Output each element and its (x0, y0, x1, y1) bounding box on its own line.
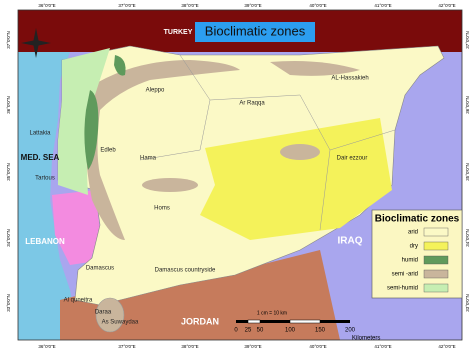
city-label: Homs (154, 206, 170, 212)
city-label: Lattakia (29, 131, 51, 137)
lat-label: 37°0'0"N (6, 31, 11, 49)
city-label: Damascus (86, 266, 114, 272)
lon-label: 40°0'0"E (309, 3, 326, 8)
scale-bar: 1 cm = 10 km Kilometers (236, 310, 380, 342)
semi-humid-zone (58, 48, 110, 195)
city-label: Edleb (100, 148, 116, 154)
lon-label: 38°0'0"E (181, 344, 198, 349)
semi-arid-patch (142, 178, 198, 192)
lon-label: 37°0'0"E (118, 3, 135, 8)
lat-label: 36°0'0"N (465, 96, 470, 114)
humid-zone (114, 55, 126, 76)
legend-title: Bioclimatic zones (375, 214, 460, 225)
lat-label: 36°0'0"N (6, 96, 11, 114)
scale-tick: 100 (285, 328, 296, 334)
legend-label: dry (410, 244, 418, 250)
scale-note: 1 cm = 10 km (257, 310, 287, 316)
lat-label: 35°0'0"N (6, 163, 11, 181)
map-body (17, 9, 463, 341)
scale-tick: 150 (315, 328, 326, 334)
lon-label: 36°0'0"E (38, 344, 55, 349)
lon-label: 41°0'0"E (374, 344, 391, 349)
lon-label: 41°0'0"E (374, 3, 391, 8)
legend-box (371, 209, 463, 299)
legend-label: semi-humid (387, 286, 418, 292)
lon-label: 40°0'0"E (309, 344, 326, 349)
country-label: TURKEY (164, 29, 193, 36)
sea-area (18, 52, 80, 340)
scale-segment (247, 319, 261, 324)
lat-label: 33°0'0"N (6, 294, 11, 312)
scale-segment (320, 320, 350, 323)
scale-tick: 25 (245, 328, 252, 334)
city-label: As Suwaydaa (102, 320, 139, 326)
compass-needle (21, 40, 51, 46)
scale-unit: Kilometers (352, 336, 380, 342)
city-label: Al quneitra (64, 298, 93, 304)
lat-label: 34°0'0"N (6, 229, 11, 247)
city-label: AL-Hassakieh (331, 76, 368, 82)
lon-label: 36°0'0"E (38, 3, 55, 8)
country-label: JORDAN (181, 316, 219, 326)
city-label: Daraa (95, 310, 112, 316)
lat-label: 34°0'0"N (465, 229, 470, 247)
admin-boundary (139, 54, 396, 231)
semi-arid-patch (270, 61, 360, 76)
legend-label: arid (408, 230, 418, 236)
scale-tick: 200 (345, 328, 356, 334)
scale-tick: 0 (234, 328, 238, 334)
frame (17, 9, 463, 341)
compass (21, 28, 51, 58)
humid-zone (84, 90, 99, 170)
lon-label: 37°0'0"E (118, 344, 135, 349)
lat-label: 33°0'0"N (465, 294, 470, 312)
map-title: Bioclimatic zones (205, 23, 306, 38)
lat-label: 35°0'0"N (465, 163, 470, 181)
legend: Bioclimatic zones arid dry humid semi -arid… (371, 209, 463, 299)
city-label: Hama (140, 156, 157, 162)
jordan-area (60, 250, 340, 340)
semi-arid-patch (280, 144, 320, 160)
country-label: LEBANON (25, 237, 65, 246)
legend-swatch (423, 283, 449, 293)
legend-swatch (423, 255, 449, 265)
country-label: IRAQ (338, 236, 363, 247)
lebanon-area (52, 190, 100, 265)
lon-label: 42°0'0"E (438, 3, 455, 8)
scale-tick: 50 (257, 328, 264, 334)
legend-swatch (423, 269, 449, 279)
scale-segment (236, 320, 248, 323)
city-label: Aleppo (146, 88, 165, 94)
legend-swatch (423, 227, 449, 237)
city-label: Dair ezzour (337, 156, 368, 162)
lat-label: 37°0'0"N (465, 31, 470, 49)
legend-swatch (423, 241, 449, 251)
city-label: Damascus countryside (155, 268, 216, 274)
dry-zone (200, 118, 392, 240)
city-label: Tartous (35, 176, 55, 182)
lon-label: 39°0'0"E (244, 3, 261, 8)
scale-segment (289, 319, 321, 324)
lon-label: 42°0'0"E (438, 344, 455, 349)
city-label: Ar Raqqa (239, 101, 265, 107)
country-label: MED. SEA (21, 153, 60, 162)
lon-label: 39°0'0"E (244, 344, 261, 349)
legend-label: humid (402, 258, 418, 264)
lon-label: 38°0'0"E (181, 3, 198, 8)
legend-label: semi -arid (392, 272, 418, 278)
title-box (195, 22, 315, 42)
scale-segment (260, 320, 290, 323)
semi-arid-patch (95, 297, 125, 333)
